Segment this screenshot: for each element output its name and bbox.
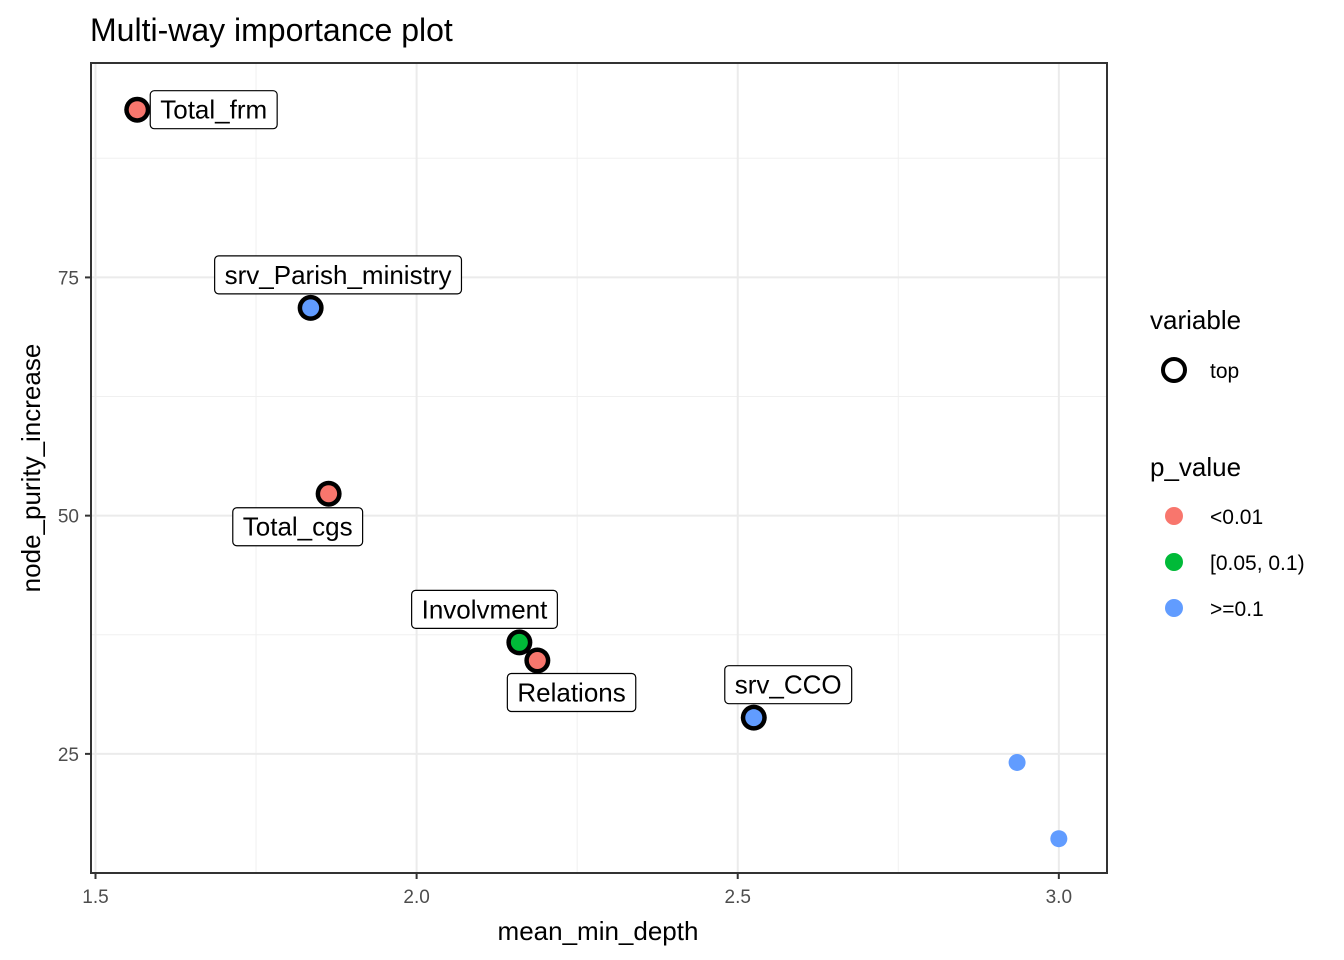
point-label-text: Total_cgs [243, 512, 353, 542]
y-tick-label: 50 [58, 507, 79, 528]
data-point [510, 633, 528, 651]
y-tick-label: 25 [58, 745, 79, 766]
label-box [214, 255, 463, 295]
point-label-box: Involvment [411, 589, 558, 629]
legend-title-p-value: p_value [1150, 452, 1241, 482]
x-tick-label: 3.0 [1046, 887, 1072, 908]
point-label-box: Relations [506, 672, 637, 713]
data-point [528, 651, 546, 669]
legend-label-p-lt-0.01: <0.01 [1210, 506, 1263, 529]
legend-title-variable: variable [1150, 305, 1241, 335]
point-labels: Total_frm srv_Parish_ministry Total_cgs Inv… [149, 90, 853, 713]
data-point [302, 299, 320, 317]
legend-label-top: top [1210, 360, 1239, 383]
x-axis-title: mean_min_depth [498, 916, 699, 946]
y-axis-title: node_purity_increase [16, 344, 46, 593]
point-label-text: Total_frm [160, 95, 267, 125]
point-label-box: Total_cgs [232, 507, 364, 547]
data-point [1050, 830, 1068, 848]
label-box [506, 672, 637, 713]
legend-key-p-0.05-0.1 [1165, 553, 1183, 571]
data-point [1008, 753, 1026, 771]
label-box [232, 507, 364, 547]
x-axis-ticks: 1.5 2.0 2.5 3.0 [82, 873, 1072, 908]
y-axis-ticks: 25 50 75 [58, 268, 91, 766]
data-point [745, 709, 763, 727]
legend: variable top p_value <0.01 [0.05, 0.1) >… [1150, 305, 1305, 621]
legend-key-top [1161, 357, 1187, 383]
legend-label-p-0.05-0.1: [0.05, 0.1) [1210, 552, 1305, 575]
point-label-text: Relations [517, 677, 625, 707]
legend-key-p-lt-0.01 [1165, 507, 1183, 525]
point-label-box: srv_CCO [724, 665, 853, 705]
data-point [320, 485, 338, 503]
point-label-box: srv_Parish_ministry [214, 255, 463, 295]
label-box [724, 665, 853, 705]
point-label-text: srv_CCO [735, 670, 842, 700]
plot-panel-border [90, 62, 1108, 874]
point-label-box: Total_frm [149, 90, 278, 130]
legend-key-p-ge-0.1 [1165, 599, 1183, 617]
x-tick-label: 1.5 [82, 887, 108, 908]
plot-panel-background [91, 63, 1107, 873]
point-label-text: Involvment [422, 594, 548, 624]
y-tick-label: 75 [58, 268, 79, 289]
point-label-text: srv_Parish_ministry [225, 260, 452, 290]
legend-label-p-ge-0.1: >=0.1 [1210, 598, 1264, 621]
label-box [411, 589, 558, 629]
label-box [149, 90, 278, 130]
chart-title: Multi-way importance plot [90, 12, 453, 48]
minor-gridlines [91, 63, 1107, 873]
data-points [124, 96, 1068, 848]
x-tick-label: 2.5 [725, 887, 751, 908]
data-point [128, 101, 146, 119]
x-tick-label: 2.0 [403, 887, 429, 908]
